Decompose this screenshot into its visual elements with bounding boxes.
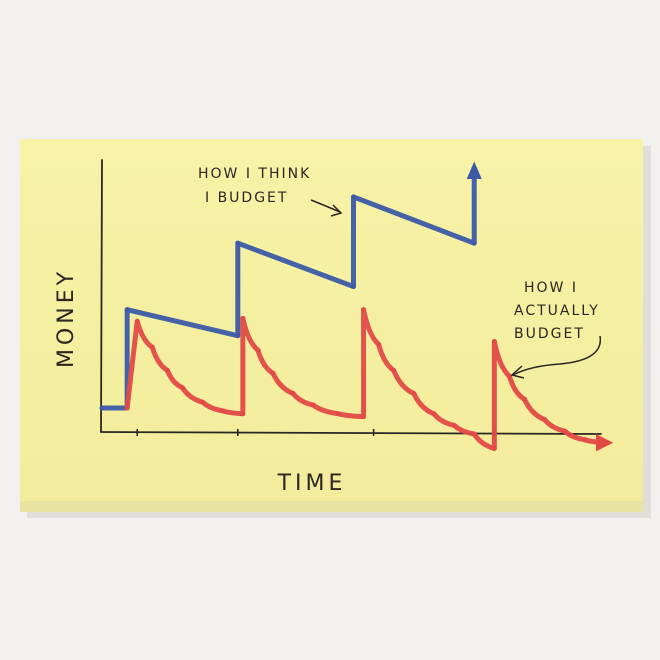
series-actual (124, 307, 614, 452)
series-actual-point-19 (411, 391, 417, 396)
series-actual-arrowhead (596, 434, 614, 452)
series-think-arrowhead (466, 161, 482, 179)
series-actual-point-9 (240, 315, 246, 321)
series-think-point-4 (235, 333, 241, 339)
series-actual-point-6 (200, 399, 206, 405)
y-axis-title: MONEY (54, 268, 79, 368)
series-actual-point-3 (149, 344, 155, 350)
series-actual-point-20 (431, 411, 437, 417)
annotation-actual-line-1: HOW I (524, 280, 578, 296)
series-think-point-3 (124, 307, 130, 313)
note-pad-edge (20, 498, 643, 512)
series-actual-point-18 (391, 368, 397, 373)
series-layer (99, 161, 614, 452)
annotation-actual-line-3: BUDGET (514, 326, 585, 342)
series-actual-point-23 (491, 446, 497, 451)
series-actual-point-2 (134, 318, 140, 324)
series-actual-point-1 (124, 405, 130, 411)
series-actual-point-17 (376, 341, 382, 347)
annotation-think-pointer (310, 199, 341, 213)
series-actual-point-4 (164, 368, 170, 373)
annotation-actual-line-2: ACTUALLY (514, 303, 600, 319)
x-axis-line (100, 431, 602, 435)
series-actual-point-21 (451, 422, 457, 428)
annotation-actual-arrowhead (510, 365, 525, 379)
series-actual-point-5 (180, 385, 185, 391)
series-actual-point-27 (542, 417, 548, 422)
annotation-think: HOW I THINK I BUDGET (198, 166, 343, 217)
series-actual-point-29 (582, 437, 588, 443)
series-actual-point-28 (562, 428, 568, 434)
series-actual-point-22 (471, 431, 477, 437)
series-actual-point-26 (522, 396, 527, 402)
series-actual-point-8 (240, 411, 246, 417)
note-pad (20, 139, 643, 501)
y-axis-line (100, 159, 103, 433)
series-actual-point-10 (255, 347, 261, 353)
series-think-point-1 (99, 405, 105, 411)
series-actual-point-15 (361, 414, 366, 420)
series-think-point-7 (351, 194, 356, 200)
series-actual-point-14 (336, 411, 341, 417)
axes (100, 159, 602, 435)
series-think-point-5 (235, 240, 241, 246)
series-actual-point-25 (507, 373, 512, 379)
series-actual-point-12 (290, 391, 296, 396)
annotation-actual: HOW I ACTUALLY BUDGET (510, 280, 601, 379)
series-think-point-6 (351, 284, 356, 289)
annotation-think-line-1: HOW I THINK (198, 166, 311, 182)
series-actual-point-11 (270, 370, 276, 376)
series-actual-point-24 (491, 339, 497, 344)
annotation-think-arrowhead (330, 204, 343, 217)
series-think-point-8 (471, 240, 477, 246)
annotation-actual-pointer (512, 335, 601, 376)
annotation-think-line-2: I BUDGET (205, 190, 288, 206)
series-actual-point-16 (361, 307, 366, 313)
series-actual-point-7 (220, 408, 226, 414)
x-axis-title: TIME (277, 471, 347, 496)
series-actual-point-13 (310, 402, 316, 408)
